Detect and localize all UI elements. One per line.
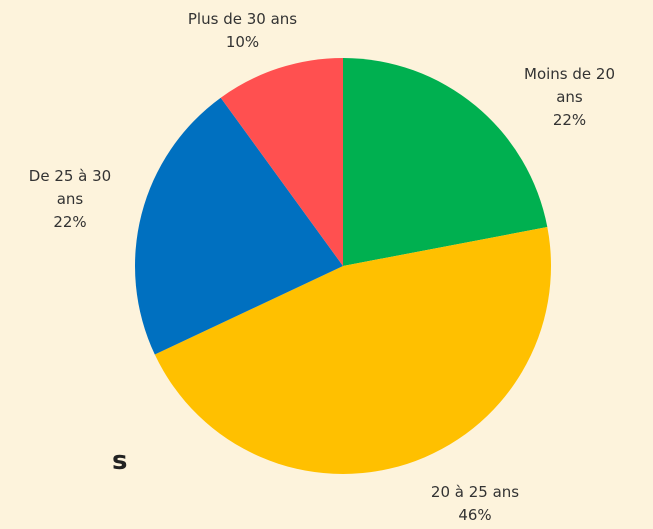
- value-label: 22%: [552, 111, 587, 129]
- category-label: 20 à 25 ans: [430, 483, 520, 501]
- slice-label: Moins de 20 ans 22%: [517, 63, 622, 132]
- value-label: 10%: [225, 33, 260, 51]
- value-label: 22%: [53, 213, 87, 231]
- slice-label: De 25 à 30 ans 22%: [15, 165, 125, 234]
- slice-label: 20 à 25 ans 46%: [405, 481, 545, 527]
- annotation: s: [112, 446, 128, 476]
- pie-slice: [135, 97, 343, 355]
- category-label: Plus de 30 ans: [187, 10, 298, 28]
- pie-slice: [154, 227, 552, 475]
- value-label: 46%: [458, 506, 492, 524]
- category-label: Moins de 20 ans: [524, 65, 615, 106]
- pie-slice: [220, 58, 343, 266]
- category-label: De 25 à 30 ans: [28, 167, 112, 208]
- slice-label: Plus de 30 ans 10%: [180, 8, 305, 54]
- pie-slice: [343, 58, 548, 266]
